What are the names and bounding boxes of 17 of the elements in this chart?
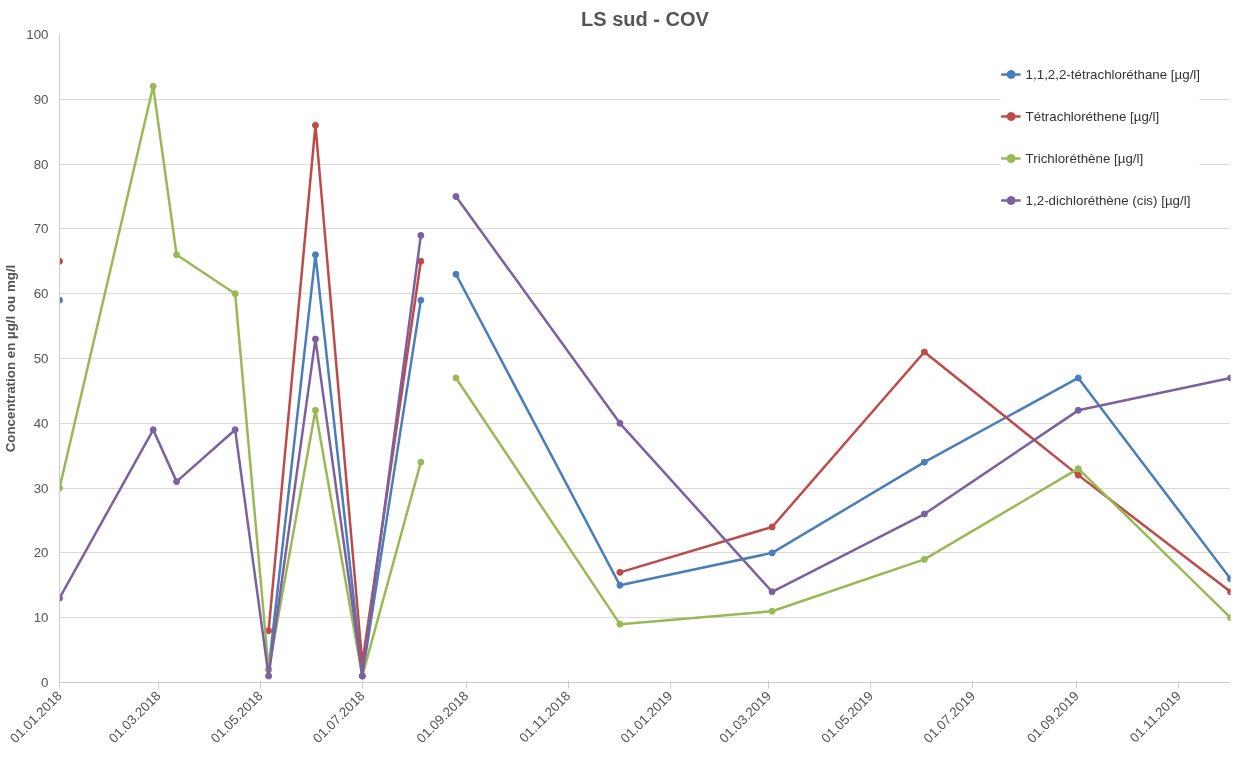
legend-label: Tétrachloréthene [µg/l] — [1025, 108, 1160, 124]
y-tick-label: 100 — [26, 27, 49, 42]
y-tick-label: 20 — [33, 545, 49, 561]
y-tick-label: 80 — [33, 156, 49, 172]
y-tick-label: 10 — [33, 610, 49, 626]
chart-title: LS sud - COV — [581, 7, 710, 30]
y-tick-label: 30 — [33, 480, 49, 496]
y-tick-label: 60 — [33, 286, 49, 302]
legend-label: 1,2-dichloréthène (cis) [µg/l] — [1025, 192, 1191, 208]
y-tick-label: 50 — [33, 351, 49, 366]
legend-label: Trichloréthène [µg/l] — [1025, 150, 1144, 166]
y-tick-label: 70 — [33, 221, 49, 237]
y-tick-label: 0 — [41, 675, 49, 690]
y-tick-label: 40 — [33, 415, 49, 431]
y-tick-label: 90 — [33, 91, 49, 107]
y-axis-title: Concentration en µg/l ou mg/l — [3, 264, 19, 453]
legend-label: 1,1,2,2-tétrachloréthane [µg/l] — [1025, 66, 1200, 82]
